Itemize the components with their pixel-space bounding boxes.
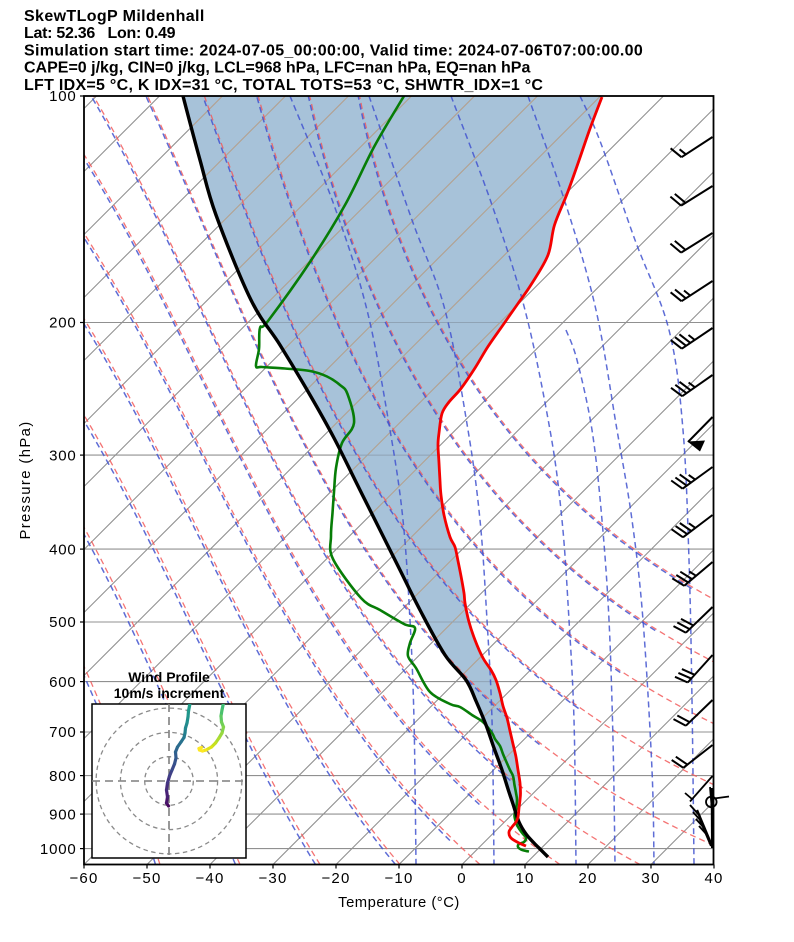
svg-text:300: 300: [49, 447, 76, 464]
svg-text:−60: −60: [69, 870, 98, 887]
svg-text:Temperature (°C): Temperature (°C): [338, 895, 460, 911]
svg-text:−40: −40: [195, 870, 224, 887]
svg-text:Lat: 52.36 Lon: 0.49: Lat: 52.36 Lon: 0.49: [24, 25, 176, 42]
svg-text:40: 40: [704, 870, 723, 887]
svg-text:−10: −10: [384, 870, 413, 887]
svg-text:SkewTLogP Mildenhall: SkewTLogP Mildenhall: [24, 8, 205, 25]
svg-text:800: 800: [49, 768, 76, 785]
svg-text:−20: −20: [321, 870, 350, 887]
svg-text:200: 200: [49, 315, 76, 332]
svg-text:900: 900: [49, 806, 76, 823]
svg-text:30: 30: [641, 870, 660, 887]
svg-text:0: 0: [457, 870, 467, 887]
svg-text:600: 600: [49, 674, 76, 691]
svg-text:20: 20: [578, 870, 597, 887]
svg-text:Pressure (hPa): Pressure (hPa): [18, 420, 34, 539]
svg-text:Wind Profile: Wind Profile: [128, 669, 210, 685]
svg-text:10: 10: [515, 870, 534, 887]
svg-text:500: 500: [49, 614, 76, 631]
svg-text:1000: 1000: [40, 841, 77, 858]
svg-text:LFT IDX=5 °C, K IDX=31 °C, TOT: LFT IDX=5 °C, K IDX=31 °C, TOTAL TOTS=53…: [24, 77, 543, 94]
svg-text:Simulation start time: 2024-07: Simulation start time: 2024-07-05_00:00:…: [24, 42, 643, 59]
svg-text:400: 400: [49, 541, 76, 558]
svg-text:700: 700: [49, 724, 76, 741]
svg-text:CAPE=0 j/kg, CIN=0 j/kg, LCL=9: CAPE=0 j/kg, CIN=0 j/kg, LCL=968 hPa, LF…: [24, 60, 530, 77]
svg-text:10m/s increment: 10m/s increment: [114, 685, 225, 701]
svg-text:−30: −30: [258, 870, 287, 887]
svg-text:−50: −50: [132, 870, 161, 887]
